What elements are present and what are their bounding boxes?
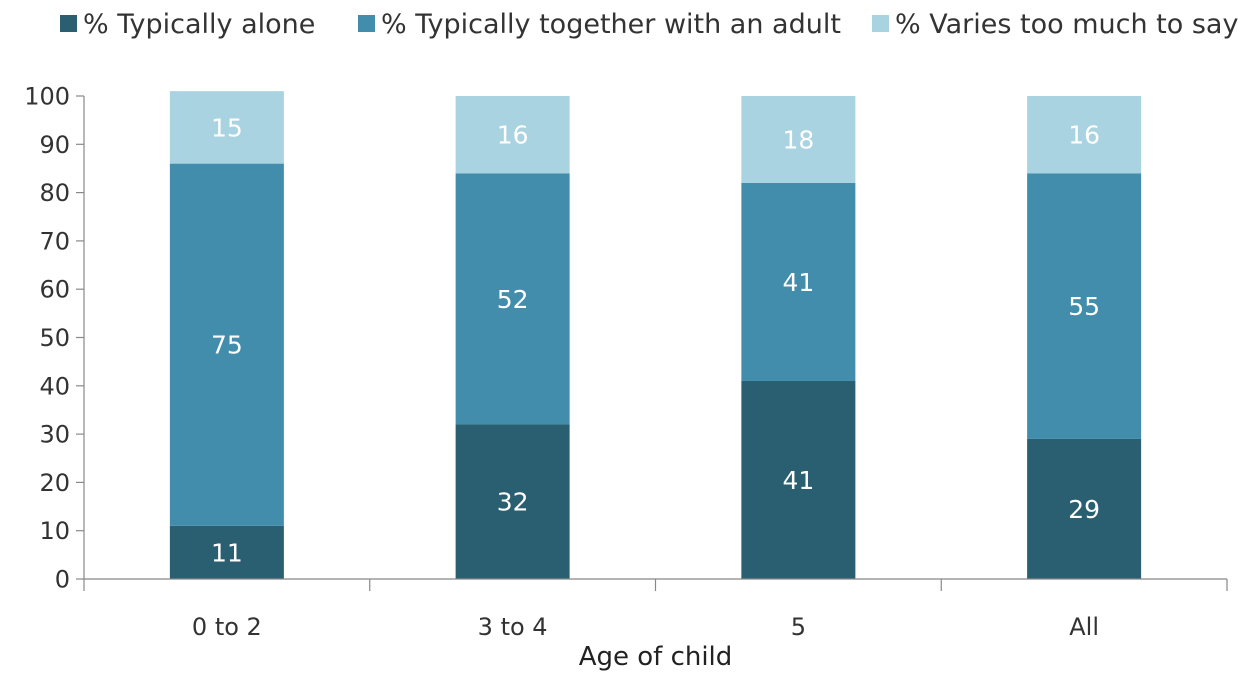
data-label: 32: [497, 488, 529, 517]
legend-swatch: [872, 15, 889, 32]
y-tick-label: 70: [39, 227, 70, 255]
legend-label: % Typically together with an adult: [381, 9, 841, 40]
x-axis-title: Age of child: [579, 642, 733, 672]
bars-area: 11 75 15 32 52 16 41 41 18 29 55 16: [169, 91, 1142, 579]
data-label: 41: [782, 466, 814, 495]
x-tick-label: All: [1069, 613, 1099, 641]
y-tick-label: 40: [39, 372, 70, 400]
y-tick-label: 50: [39, 324, 70, 352]
legend-item: % Varies too much to say: [872, 9, 1238, 40]
x-axis: 0 to 2 3 to 4 5 All: [83, 578, 1228, 641]
bar-segment: [741, 96, 856, 183]
legend-swatch: [358, 15, 375, 32]
chart-legend: % Typically alone % Typically together wi…: [60, 9, 1238, 40]
data-label: 55: [1068, 292, 1100, 321]
bar-segment: [455, 173, 570, 425]
y-tick-label: 60: [39, 276, 70, 304]
data-label: 11: [211, 538, 243, 567]
x-tick-label: 5: [791, 613, 806, 641]
bar-segment: [169, 91, 284, 164]
legend-label: % Varies too much to say: [895, 9, 1238, 40]
data-label: 18: [782, 125, 814, 154]
data-label: 41: [782, 268, 814, 297]
x-tick-label: 0 to 2: [192, 613, 262, 641]
data-label: 75: [211, 331, 243, 360]
y-tick-label: 100: [24, 83, 70, 111]
bar-segment: [1027, 438, 1142, 579]
bar-segment: [741, 380, 856, 579]
x-tick-label: 3 to 4: [478, 613, 548, 641]
y-tick-label: 0: [55, 566, 70, 594]
bar-segment: [1027, 96, 1142, 174]
bar-stack: 29 55 16: [1027, 96, 1142, 579]
bar-segment: [169, 525, 284, 579]
bar-segment: [1027, 173, 1142, 439]
legend-label: % Typically alone: [83, 9, 315, 40]
y-tick-label: 30: [39, 421, 70, 449]
y-tick-label: 90: [39, 131, 70, 159]
y-tick-label: 20: [39, 469, 70, 497]
data-label: 52: [497, 285, 529, 314]
bar-segment: [169, 163, 284, 526]
y-tick-label: 10: [39, 517, 70, 545]
legend-swatch: [60, 15, 77, 32]
data-label: 15: [211, 113, 243, 142]
bar-segment: [741, 182, 856, 381]
data-label: 16: [497, 121, 529, 150]
bar-segment: [455, 96, 570, 174]
bar-stack: 41 41 18: [741, 96, 856, 579]
bar-stack: 11 75 15: [169, 91, 284, 579]
y-tick-label: 80: [39, 179, 70, 207]
y-axis: 0 10 20 30 40 50 60 70 80 90 100: [24, 83, 85, 594]
bar-segment: [455, 424, 570, 579]
legend-item: % Typically together with an adult: [358, 9, 841, 40]
data-label: 16: [1068, 121, 1100, 150]
data-label: 29: [1068, 495, 1100, 524]
bar-stack: 32 52 16: [455, 96, 570, 579]
legend-item: % Typically alone: [60, 9, 315, 40]
